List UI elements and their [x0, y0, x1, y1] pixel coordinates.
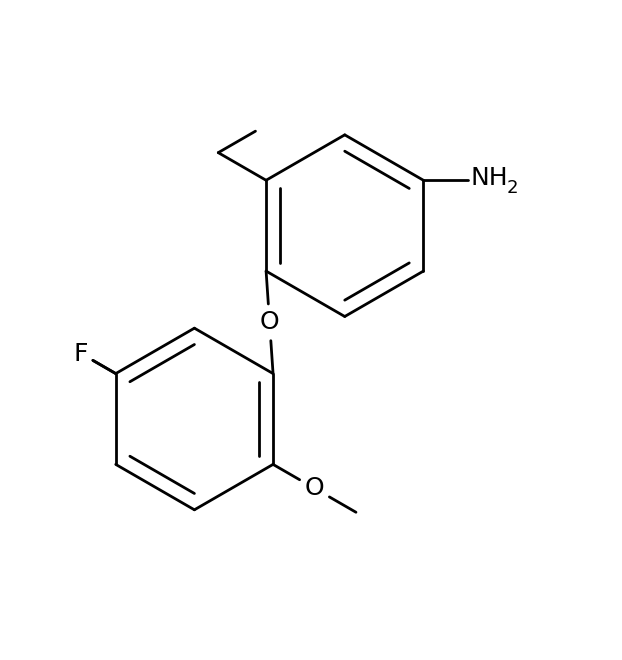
- Text: O: O: [305, 477, 324, 500]
- Text: F: F: [74, 342, 88, 366]
- Text: NH: NH: [470, 166, 508, 191]
- Text: O: O: [260, 310, 279, 335]
- Text: 2: 2: [507, 179, 518, 197]
